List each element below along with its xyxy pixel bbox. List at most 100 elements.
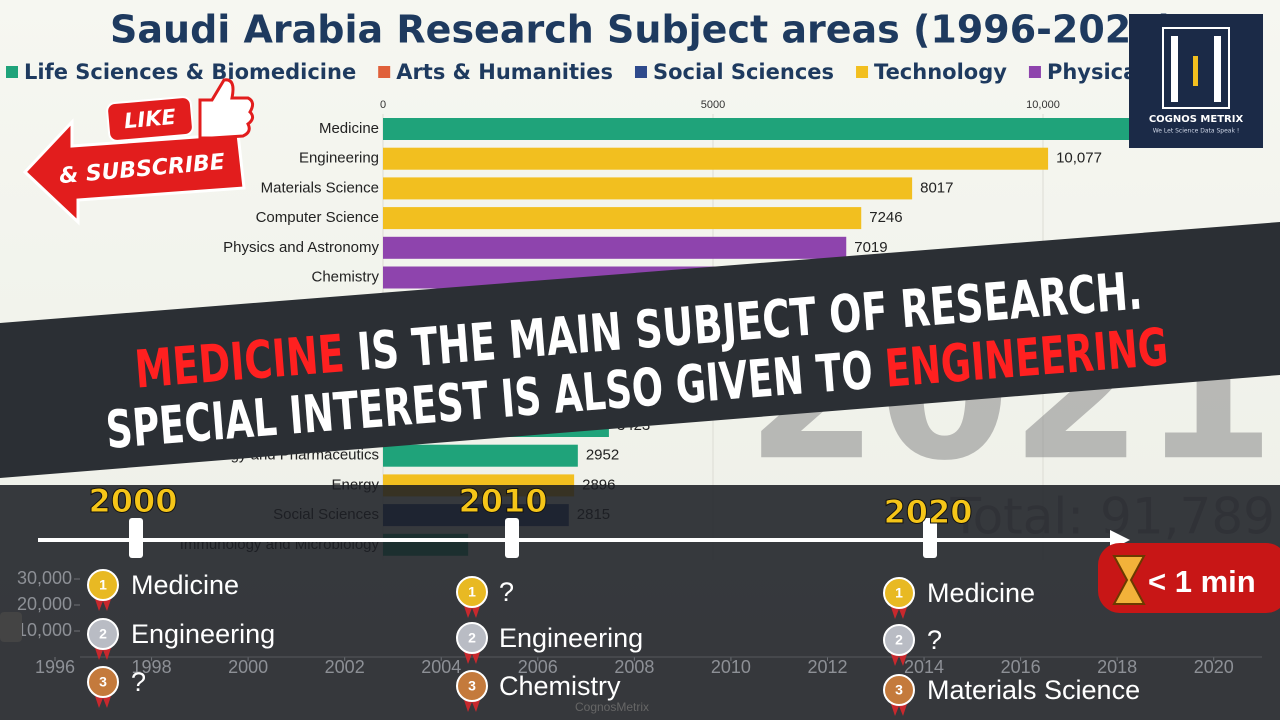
x-tick-label: 2012 bbox=[807, 657, 847, 677]
medal-number: 1 bbox=[895, 585, 903, 601]
rank-subject: ? bbox=[927, 625, 942, 655]
x-tick-label: 2020 bbox=[1194, 657, 1234, 677]
value-label: 2952 bbox=[586, 447, 619, 464]
category-label: Materials Science bbox=[261, 179, 379, 196]
legend-label: Technology bbox=[874, 60, 1007, 84]
x-tick-label: 2010 bbox=[711, 657, 751, 677]
promo: & SUBSCRIBE LIKE bbox=[22, 78, 255, 226]
logo: COGNOS METRIX We Let Science Data Speak … bbox=[1129, 14, 1263, 148]
y-tick-label: 30,000 bbox=[17, 568, 72, 588]
legend-swatch bbox=[6, 66, 18, 78]
medal bbox=[87, 618, 119, 650]
y-tick-label: 10,000 bbox=[17, 620, 72, 640]
logo-bar bbox=[1171, 36, 1178, 102]
legend-swatch bbox=[378, 66, 391, 78]
medal bbox=[456, 622, 488, 654]
value-label: 7246 bbox=[869, 209, 902, 226]
x-tick-label: 2002 bbox=[325, 657, 365, 677]
legend-swatch bbox=[856, 66, 869, 78]
medal bbox=[883, 577, 915, 609]
rank-subject: Medicine bbox=[927, 578, 1035, 608]
bar bbox=[383, 236, 847, 259]
timeline-year: 2000 bbox=[88, 482, 177, 520]
bar bbox=[383, 444, 578, 467]
like-text: LIKE bbox=[123, 105, 177, 133]
timeline: 2000 1 Medicine 2 Engineering 3 ? 2010 1 ? 2 Engine… bbox=[38, 482, 1140, 716]
x-tick-label: 1998 bbox=[132, 657, 172, 677]
category-label: Physics and Astronomy bbox=[223, 239, 379, 256]
legend-swatch bbox=[634, 66, 647, 78]
legend-label: Life Sciences & Biomedicine bbox=[24, 60, 356, 84]
chart-title: Saudi Arabia Research Subject areas (199… bbox=[110, 8, 1175, 52]
thumbs-up-icon bbox=[198, 78, 255, 140]
logo-name: COGNOS METRIX bbox=[1149, 114, 1244, 125]
y-tick-label: 20,000 bbox=[17, 594, 72, 614]
legend-label: Arts & Humanities bbox=[396, 60, 613, 84]
medal-number: 1 bbox=[468, 584, 476, 600]
x-tick-label: 2008 bbox=[614, 657, 654, 677]
x-tick-label: 2016 bbox=[1001, 657, 1041, 677]
medal bbox=[87, 666, 119, 698]
timeline-marker bbox=[505, 518, 519, 558]
like-box bbox=[106, 96, 194, 142]
medal bbox=[883, 624, 915, 656]
category-label: Engineering bbox=[299, 150, 379, 167]
medal bbox=[883, 674, 915, 706]
timer: < 1 min bbox=[1098, 543, 1280, 613]
value-label: 7019 bbox=[854, 239, 887, 256]
value-label: 10,077 bbox=[1056, 150, 1102, 167]
medal bbox=[456, 670, 488, 702]
x-tick-label: 2006 bbox=[518, 657, 558, 677]
bar bbox=[383, 177, 913, 200]
rank-subject: Medicine bbox=[131, 570, 239, 600]
x-tick-label: 2014 bbox=[904, 657, 944, 677]
banner bbox=[0, 222, 1280, 478]
x-tick-label: 2004 bbox=[421, 657, 461, 677]
timeline-marker bbox=[129, 518, 143, 558]
timeline-year: 2010 bbox=[458, 482, 547, 520]
watermark: CognosMetrix bbox=[575, 700, 649, 714]
medal-number: 3 bbox=[468, 678, 476, 694]
timer-box bbox=[1098, 543, 1280, 613]
legend-label: Social Sciences bbox=[653, 60, 834, 84]
mini-line-chart: 1996 1998 2000 2002 2004 2006 2008 2010 2012 2014… bbox=[17, 568, 1262, 677]
medal bbox=[456, 576, 488, 608]
medal bbox=[87, 569, 119, 601]
x-tick-label: 2000 bbox=[228, 657, 268, 677]
x-tick-label: 0 bbox=[380, 99, 386, 111]
timer-text: < 1 min bbox=[1148, 564, 1256, 599]
bottom-panel bbox=[0, 485, 1280, 720]
medal-number: 2 bbox=[468, 630, 476, 646]
x-tick-label: 5000 bbox=[701, 99, 725, 111]
rank-subject: Engineering bbox=[131, 619, 275, 649]
rank-subject: Engineering bbox=[499, 623, 643, 653]
rank-subject: ? bbox=[499, 577, 514, 607]
medal-number: 2 bbox=[99, 626, 107, 642]
x-tick-label: 10,000 bbox=[1026, 99, 1060, 111]
category-label: Medicine bbox=[319, 120, 379, 137]
rank-subject: ? bbox=[131, 667, 146, 697]
legend-swatch bbox=[1028, 66, 1041, 78]
bar bbox=[383, 118, 1208, 140]
x-tick-label: 1996 bbox=[35, 657, 75, 677]
logo-bar bbox=[1193, 56, 1198, 86]
medal-number: 3 bbox=[99, 674, 107, 690]
pause-button bbox=[0, 612, 22, 642]
category-label: Computer Science bbox=[256, 209, 379, 226]
logo-frame bbox=[1162, 27, 1230, 109]
logo-bar bbox=[1214, 36, 1221, 102]
value-label: 8017 bbox=[920, 179, 953, 196]
x-tick-label: 2018 bbox=[1097, 657, 1137, 677]
hourglass-icon bbox=[1112, 555, 1146, 605]
rank-subject: Chemistry bbox=[499, 671, 621, 701]
bar bbox=[383, 147, 1049, 170]
medal-number: 3 bbox=[895, 682, 903, 698]
bar bbox=[383, 207, 862, 230]
timeline-year: 2020 bbox=[883, 493, 972, 531]
medal-number: 2 bbox=[895, 632, 903, 648]
category-label: Chemistry bbox=[311, 268, 379, 285]
medal-number: 1 bbox=[99, 577, 107, 593]
promo-arrow bbox=[22, 118, 246, 226]
